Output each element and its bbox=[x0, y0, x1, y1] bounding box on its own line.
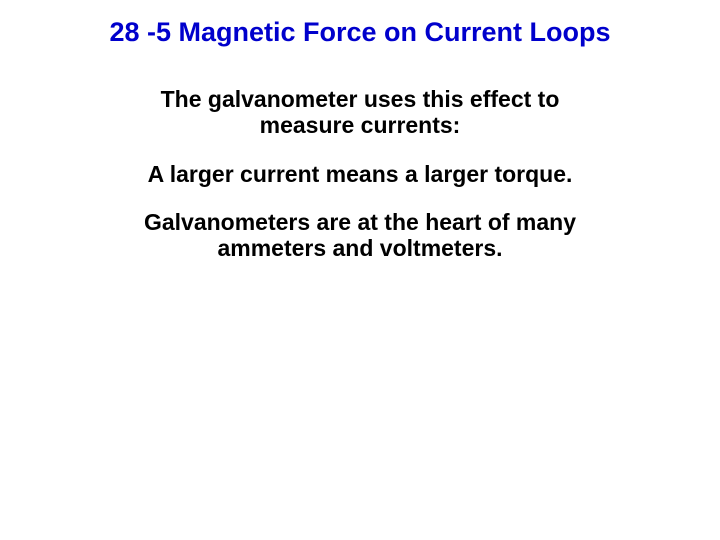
paragraph-1-line-1: The galvanometer uses this effect to bbox=[161, 86, 560, 112]
slide-title: 28 -5 Magnetic Force on Current Loops bbox=[0, 18, 720, 48]
paragraph-3-line-2: ammeters and voltmeters. bbox=[217, 235, 502, 261]
paragraph-2: A larger current means a larger torque. bbox=[0, 161, 720, 187]
paragraph-1: The galvanometer uses this effect to mea… bbox=[0, 86, 720, 139]
paragraph-2-line-1: A larger current means a larger torque. bbox=[148, 161, 573, 187]
paragraph-3: Galvanometers are at the heart of many a… bbox=[0, 209, 720, 262]
paragraph-1-line-2: measure currents: bbox=[260, 112, 461, 138]
slide: 28 -5 Magnetic Force on Current Loops Th… bbox=[0, 0, 720, 540]
paragraph-3-line-1: Galvanometers are at the heart of many bbox=[144, 209, 576, 235]
